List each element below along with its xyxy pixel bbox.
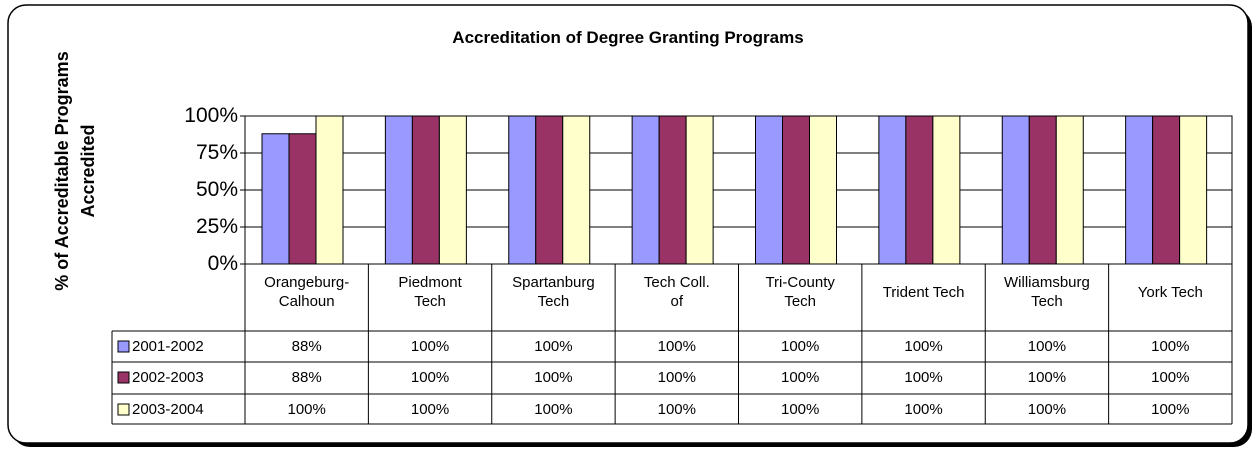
bar <box>508 115 537 265</box>
x-tick-label: Tech Coll. of <box>643 274 710 310</box>
value-label: 100% <box>410 369 450 386</box>
bar <box>411 115 440 265</box>
y-tick-label: 50% <box>195 178 238 201</box>
x-tick-label: Spartanburg Tech <box>512 274 595 310</box>
bar <box>809 115 837 265</box>
bar <box>932 115 961 265</box>
frame <box>7 4 1249 444</box>
bar <box>1179 115 1208 265</box>
value-label: 100% <box>781 338 820 355</box>
value-label: 100% <box>1027 401 1067 418</box>
bar <box>438 115 467 265</box>
value-label: 100% <box>1151 369 1190 386</box>
bar <box>261 133 290 265</box>
x-tick-label: York Tech <box>1137 283 1203 301</box>
y-tick-label: 0% <box>207 252 238 275</box>
bar <box>1152 115 1181 265</box>
value-label: 100% <box>904 401 943 418</box>
y-tick-label: 100% <box>184 104 238 127</box>
legend-label: 2001-2002 <box>132 338 204 355</box>
value-label: 100% <box>534 401 573 418</box>
bar <box>782 115 810 265</box>
value-label: 100% <box>534 338 573 355</box>
value-label: 100% <box>287 401 326 418</box>
bar <box>631 115 660 265</box>
y-tick-label: 75% <box>195 141 238 164</box>
y-axis-label: % of Accreditable Programs Accredited <box>52 51 98 291</box>
value-label: 100% <box>1027 369 1067 386</box>
bar <box>905 115 934 265</box>
bar <box>562 115 591 265</box>
bar <box>755 115 783 265</box>
chart-title: Accreditation of Degree Granting Program… <box>452 28 804 47</box>
bar <box>288 133 317 265</box>
legend-label: 2002-2003 <box>132 369 204 386</box>
legend-swatch <box>117 403 130 416</box>
value-label: 100% <box>410 401 450 418</box>
value-label: 100% <box>1027 338 1067 355</box>
bar <box>1055 115 1084 265</box>
bar <box>1125 115 1154 265</box>
x-tick-label: Orangeburg- Calhoun <box>264 274 350 310</box>
value-label: 100% <box>534 369 573 386</box>
value-label: 100% <box>1151 401 1190 418</box>
bar <box>1001 115 1030 265</box>
bar <box>685 115 714 265</box>
x-tick-label: Trident Tech <box>882 283 965 301</box>
legend-swatch <box>117 371 130 384</box>
bar <box>878 115 907 265</box>
value-label: 100% <box>1151 338 1190 355</box>
value-label: 100% <box>657 369 696 386</box>
bar <box>658 115 687 265</box>
x-tick-label: Piedmont Tech <box>398 274 462 310</box>
bar <box>535 115 564 265</box>
bar <box>315 115 344 265</box>
legend-swatch <box>117 340 130 353</box>
value-label: 100% <box>781 369 820 386</box>
x-tick-label: Williamsburg Tech <box>1004 274 1090 310</box>
value-label: 88% <box>291 369 322 386</box>
value-label: 88% <box>291 338 322 355</box>
bar <box>384 115 413 265</box>
bar <box>1028 115 1057 265</box>
y-tick-label: 25% <box>195 215 238 238</box>
value-label: 100% <box>904 369 943 386</box>
value-label: 100% <box>904 338 943 355</box>
x-tick-label: Tri-County Tech <box>765 274 835 310</box>
value-label: 100% <box>657 401 696 418</box>
legend-label: 2003-2004 <box>132 401 204 418</box>
value-label: 100% <box>410 338 450 355</box>
value-label: 100% <box>657 338 696 355</box>
value-label: 100% <box>781 401 820 418</box>
